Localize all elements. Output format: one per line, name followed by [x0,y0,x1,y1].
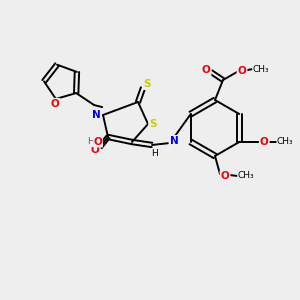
Text: O: O [260,137,268,147]
Text: CH₃: CH₃ [238,172,254,181]
Text: S: S [149,119,157,129]
Text: CH₃: CH₃ [277,137,294,146]
Text: O: O [91,145,99,155]
Text: H: H [151,148,158,158]
Text: O: O [50,99,59,109]
Text: S: S [143,79,151,89]
Text: O: O [202,65,210,75]
Text: O: O [238,66,246,76]
Text: N: N [169,136,178,146]
Text: H: H [87,137,93,146]
Text: CH₃: CH₃ [253,64,269,74]
Text: O: O [94,137,102,147]
Text: O: O [220,171,230,181]
Text: N: N [92,110,100,120]
